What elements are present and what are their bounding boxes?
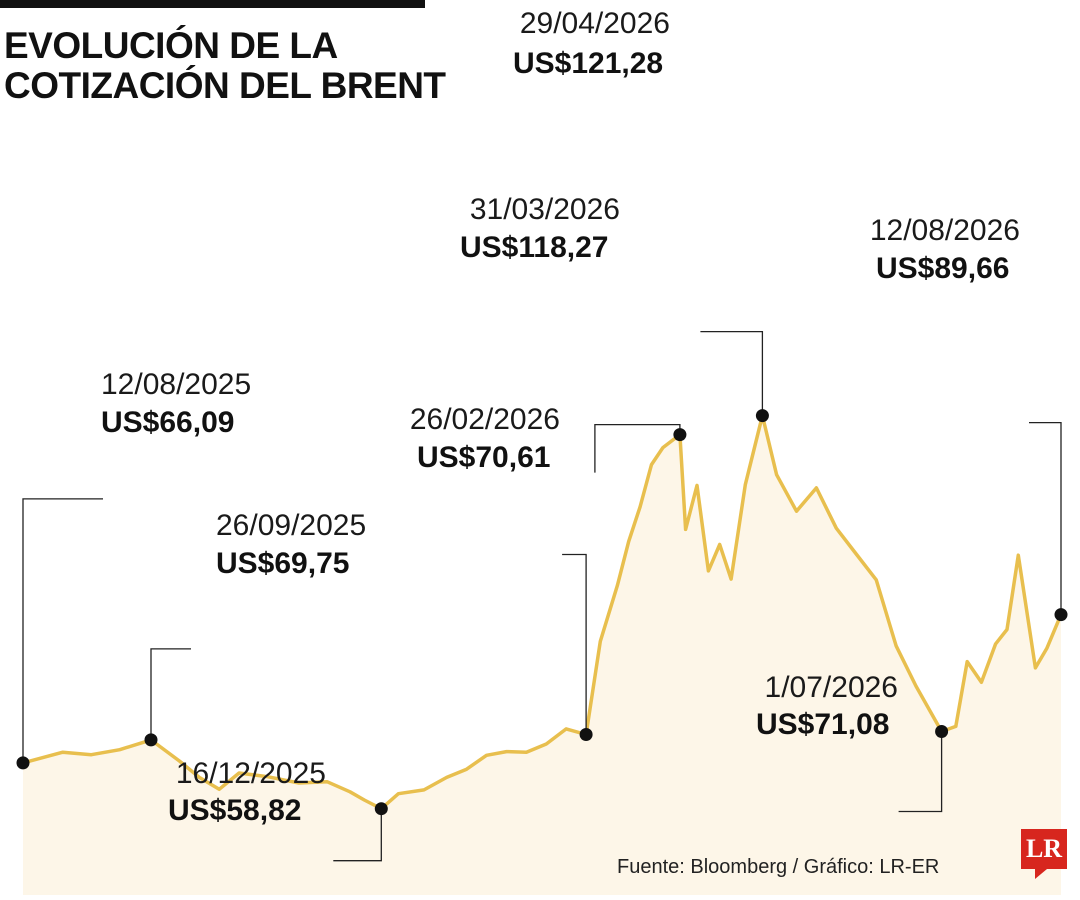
data-point-2026-06-22 bbox=[914, 684, 918, 688]
data-point-2025-10-13 bbox=[198, 776, 201, 779]
data-point-2026-07-28 bbox=[1017, 554, 1020, 557]
data-point-2026-02-12 bbox=[545, 742, 548, 746]
annotation-date: 12/08/2025 bbox=[101, 368, 251, 401]
annotation-value: US$66,09 bbox=[101, 406, 234, 439]
annotation-marker bbox=[1054, 608, 1068, 622]
chart-title-line-2: COTIZACIÓN DEL BRENT bbox=[4, 65, 446, 106]
data-point-2025-12-10 bbox=[363, 798, 366, 802]
data-point-2025-11-27 bbox=[326, 780, 329, 783]
annotation-marker bbox=[755, 409, 769, 423]
annotation-2025-09-26: 26/09/2025 US$69,75 bbox=[144, 509, 366, 747]
annotation-date: 1/07/2026 bbox=[765, 671, 898, 704]
data-point-2026-07-20 bbox=[994, 642, 997, 646]
data-point-2026-03-09 bbox=[616, 584, 619, 587]
annotation-2025-08-12: 12/08/2025 US$66,09 bbox=[16, 368, 251, 770]
chart-title-line-1: EVOLUCIÓN DE LA bbox=[4, 25, 338, 66]
annotation-leader bbox=[22, 498, 103, 763]
data-point-2026-05-18 bbox=[815, 486, 818, 490]
data-point-2026-01-08 bbox=[445, 776, 448, 779]
annotation-value: US$121,28 bbox=[513, 47, 663, 80]
annotation-value: US$89,66 bbox=[876, 252, 1009, 285]
chart-title: EVOLUCIÓN DE LA COTIZACIÓN DEL BRENT bbox=[4, 26, 446, 106]
annotation-2026-02-26: 26/02/2026 US$70,61 bbox=[410, 403, 593, 741]
data-point-2026-05-25 bbox=[835, 527, 838, 530]
annotation-leader bbox=[562, 553, 587, 735]
annotation-marker bbox=[673, 428, 687, 442]
data-point-2026-08-07 bbox=[1045, 647, 1049, 650]
data-point-2025-10-06 bbox=[178, 759, 181, 763]
annotation-marker bbox=[144, 733, 158, 747]
data-point-2026-02-05 bbox=[525, 751, 528, 754]
data-point-2025-08-26 bbox=[61, 751, 64, 754]
data-point-2026-06-08 bbox=[875, 578, 878, 581]
annotation-value: US$70,61 bbox=[417, 441, 550, 474]
annotation-date: 12/08/2026 bbox=[870, 214, 1020, 247]
top-rule bbox=[0, 0, 425, 8]
annotation-marker bbox=[579, 728, 593, 741]
annotation-marker bbox=[16, 756, 30, 770]
logo-text: LR bbox=[1025, 834, 1063, 863]
data-point-2026-04-18 bbox=[729, 577, 733, 581]
data-point-2026-03-21 bbox=[650, 463, 653, 466]
data-point-2025-12-22 bbox=[397, 792, 400, 795]
data-point-2025-11-06 bbox=[266, 775, 269, 778]
annotation-date: 26/02/2026 bbox=[410, 403, 560, 436]
lr-logo: LR bbox=[1021, 829, 1067, 879]
data-point-2025-12-05 bbox=[348, 790, 352, 793]
data-point-2025-09-15 bbox=[118, 748, 121, 751]
data-point-2026-04-14 bbox=[718, 543, 721, 546]
annotation-date: 26/09/2025 bbox=[216, 509, 366, 542]
annotation-value: US$69,75 bbox=[216, 547, 349, 580]
annotation-leader bbox=[333, 808, 382, 862]
data-point-2026-02-19 bbox=[565, 727, 568, 731]
annotation-leader bbox=[898, 731, 943, 813]
data-point-2026-03-13 bbox=[627, 540, 630, 543]
data-point-2025-11-17 bbox=[297, 781, 301, 785]
data-point-2025-10-27 bbox=[237, 771, 241, 775]
annotation-2025-12-16: 16/12/2025 US$58,82 bbox=[168, 757, 388, 862]
annotation-leader bbox=[1029, 421, 1062, 615]
annotation-marker bbox=[374, 802, 388, 816]
annotation-2026-03-31: 31/03/2026 US$118,27 bbox=[460, 193, 687, 473]
data-point-2026-03-03 bbox=[599, 640, 602, 643]
annotation-2026-07-01: 1/07/2026 US$71,08 bbox=[756, 671, 949, 813]
data-point-2026-04-06 bbox=[695, 484, 699, 487]
annotation-date: 16/12/2025 bbox=[176, 757, 326, 790]
data-point-2026-07-15 bbox=[980, 681, 983, 684]
data-point-2026-05-04 bbox=[775, 473, 778, 476]
annotation-value: US$71,08 bbox=[756, 708, 889, 741]
annotation-value: US$118,27 bbox=[460, 231, 608, 264]
data-point-2026-08-03 bbox=[1034, 666, 1037, 670]
data-point-2026-04-23 bbox=[744, 483, 747, 486]
data-point-2026-01-15 bbox=[465, 768, 468, 771]
annotation-2026-04-29: 29/04/2026 US$121,28 bbox=[513, 7, 769, 423]
data-point-2026-07-24 bbox=[1005, 628, 1009, 631]
data-point-2026-05-11 bbox=[795, 510, 798, 513]
data-point-2025-10-20 bbox=[218, 788, 221, 791]
annotation-leader bbox=[150, 648, 191, 740]
data-point-2026-04-10 bbox=[707, 569, 710, 573]
price-area bbox=[23, 415, 1061, 895]
annotation-date: 31/03/2026 bbox=[470, 193, 620, 226]
data-point-2025-12-31 bbox=[422, 788, 426, 792]
data-point-2026-07-10 bbox=[966, 660, 969, 663]
data-point-2026-01-22 bbox=[485, 754, 488, 757]
data-point-2026-03-17 bbox=[638, 505, 642, 508]
annotation-2026-08-12: 12/08/2026 US$89,66 bbox=[870, 214, 1068, 622]
data-point-2026-04-02 bbox=[684, 528, 687, 531]
annotation-date: 29/04/2026 bbox=[520, 7, 670, 40]
annotation-leader bbox=[700, 330, 764, 416]
data-point-2026-03-25 bbox=[661, 446, 665, 449]
data-point-2026-06-15 bbox=[894, 644, 898, 647]
annotation-marker bbox=[935, 725, 949, 738]
data-point-2026-07-06 bbox=[954, 725, 957, 728]
data-point-2025-09-05 bbox=[90, 753, 93, 756]
data-point-2026-06-01 bbox=[855, 552, 858, 556]
annotation-value: US$58,82 bbox=[168, 794, 301, 827]
data-point-2026-01-29 bbox=[505, 750, 508, 753]
source-note: Fuente: Bloomberg / Gráfico: LR-ER bbox=[617, 856, 940, 878]
